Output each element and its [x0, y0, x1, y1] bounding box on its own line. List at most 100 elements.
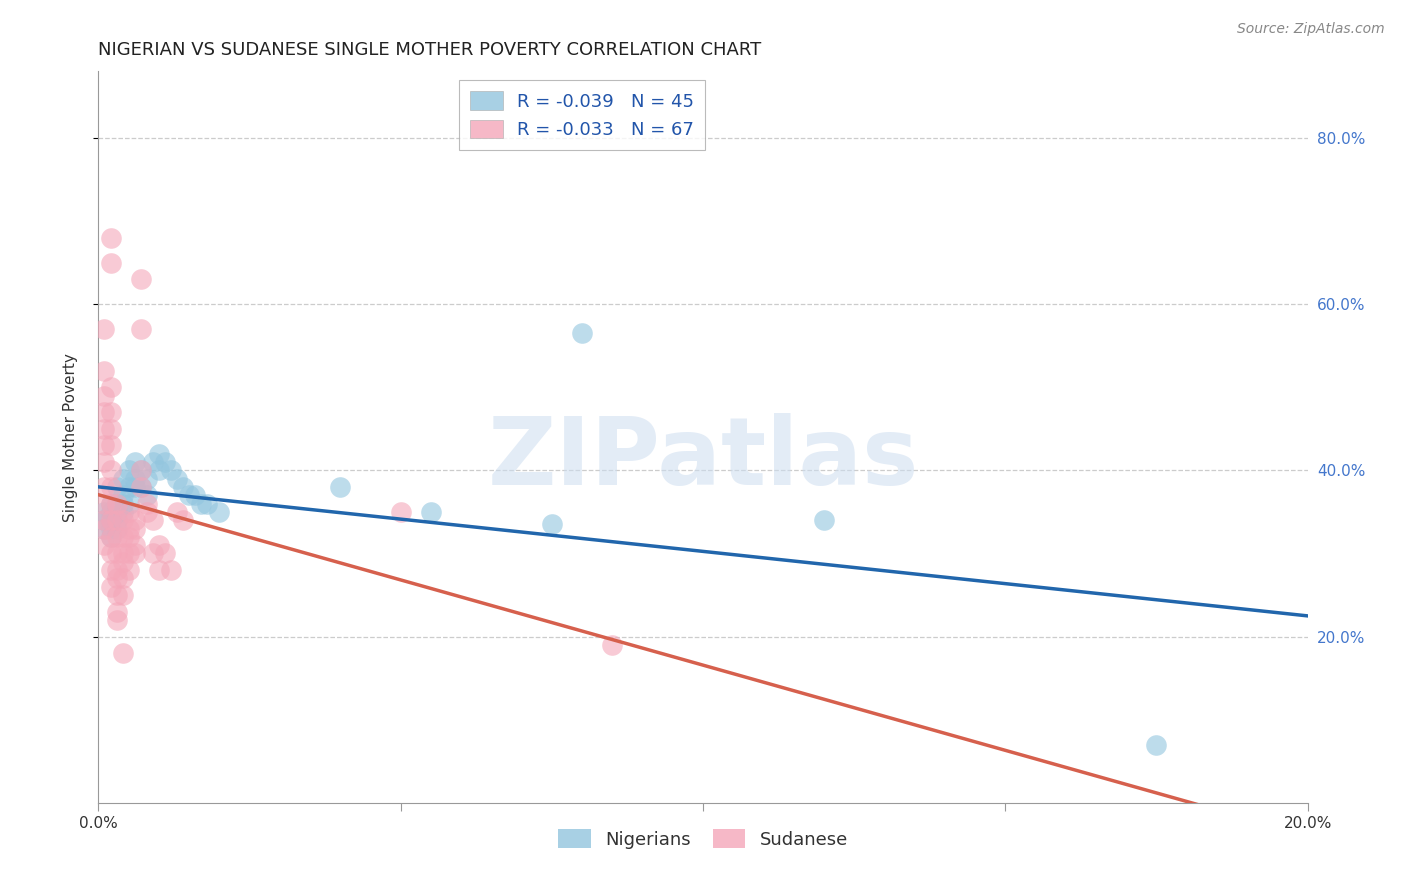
Point: [118, 521, 141, 535]
Point: [148, 447, 170, 461]
Point: [129, 480, 152, 494]
Point: [111, 513, 134, 527]
Point: [129, 463, 152, 477]
Point: [118, 497, 141, 511]
Point: [111, 530, 134, 544]
Point: [100, 438, 122, 452]
Legend: Nigerians, Sudanese: Nigerians, Sudanese: [551, 822, 855, 856]
Point: [105, 613, 128, 627]
Point: [111, 488, 134, 502]
Point: [105, 588, 128, 602]
Point: [129, 272, 152, 286]
Point: [129, 463, 152, 477]
Point: [813, 513, 835, 527]
Point: [111, 546, 134, 560]
Point: [124, 546, 146, 560]
Point: [166, 505, 188, 519]
Point: [111, 497, 134, 511]
Point: [329, 480, 352, 494]
Point: [111, 555, 134, 569]
Point: [100, 463, 122, 477]
Text: Source: ZipAtlas.com: Source: ZipAtlas.com: [1237, 22, 1385, 37]
Point: [118, 546, 141, 560]
Point: [135, 497, 157, 511]
Point: [93, 521, 115, 535]
Point: [118, 463, 141, 477]
Point: [100, 521, 122, 535]
Point: [124, 472, 146, 486]
Point: [142, 455, 165, 469]
Point: [93, 521, 115, 535]
Point: [100, 230, 122, 244]
Point: [93, 513, 115, 527]
Point: [105, 480, 128, 494]
Text: ZIPatlas: ZIPatlas: [488, 413, 918, 505]
Point: [93, 388, 115, 402]
Point: [160, 463, 183, 477]
Text: NIGERIAN VS SUDANESE SINGLE MOTHER POVERTY CORRELATION CHART: NIGERIAN VS SUDANESE SINGLE MOTHER POVER…: [98, 41, 762, 59]
Point: [105, 563, 128, 577]
Point: [105, 513, 128, 527]
Point: [389, 505, 412, 519]
Point: [93, 422, 115, 436]
Point: [420, 505, 443, 519]
Point: [124, 521, 146, 535]
Point: [142, 546, 165, 560]
Point: [111, 588, 134, 602]
Point: [148, 463, 170, 477]
Point: [93, 513, 115, 527]
Point: [124, 538, 146, 552]
Point: [105, 546, 128, 560]
Point: [105, 530, 128, 544]
Point: [148, 538, 170, 552]
Point: [111, 472, 134, 486]
Point: [100, 580, 122, 594]
Point: [93, 322, 115, 336]
Point: [100, 546, 122, 560]
Point: [93, 455, 115, 469]
Point: [571, 326, 593, 341]
Point: [166, 472, 188, 486]
Point: [184, 488, 207, 502]
Point: [153, 455, 176, 469]
Point: [100, 513, 122, 527]
Point: [100, 505, 122, 519]
Point: [142, 513, 165, 527]
Point: [105, 513, 128, 527]
Point: [93, 480, 115, 494]
Point: [93, 538, 115, 552]
Point: [100, 480, 122, 494]
Point: [195, 497, 218, 511]
Point: [153, 546, 176, 560]
Point: [100, 530, 122, 544]
Point: [160, 563, 183, 577]
Point: [105, 497, 128, 511]
Point: [100, 497, 122, 511]
Point: [105, 521, 128, 535]
Point: [105, 605, 128, 619]
Point: [135, 488, 157, 502]
Point: [118, 563, 141, 577]
Point: [124, 455, 146, 469]
Point: [111, 571, 134, 585]
Point: [100, 405, 122, 419]
Point: [93, 505, 115, 519]
Point: [190, 497, 212, 511]
Point: [111, 646, 134, 660]
Point: [100, 380, 122, 394]
Point: [129, 322, 152, 336]
Point: [105, 505, 128, 519]
Point: [93, 363, 115, 377]
Point: [129, 480, 152, 494]
Point: [93, 497, 115, 511]
Point: [172, 513, 194, 527]
Point: [540, 517, 562, 532]
Point: [124, 513, 146, 527]
Point: [93, 405, 115, 419]
Point: [124, 480, 146, 494]
Point: [118, 530, 141, 544]
Point: [135, 472, 157, 486]
Point: [118, 505, 141, 519]
Point: [93, 438, 115, 452]
Point: [100, 513, 122, 527]
